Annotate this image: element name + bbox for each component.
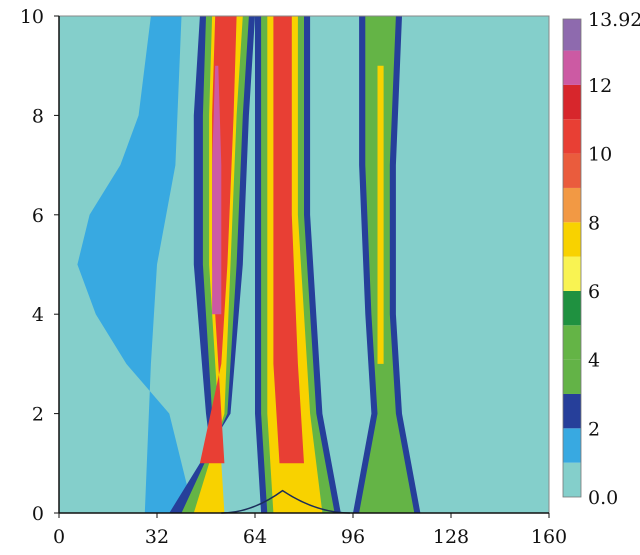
y-tick-label: 6 bbox=[32, 205, 44, 227]
colorbar-frame bbox=[562, 18, 582, 498]
colorbar-tick-label: 8 bbox=[588, 212, 600, 234]
colorbar-segment bbox=[563, 359, 581, 394]
y-tick-label: 8 bbox=[32, 105, 44, 127]
colorbar-segment bbox=[563, 325, 581, 360]
colorbar-segment bbox=[563, 290, 581, 326]
colorbar bbox=[562, 18, 582, 498]
colorbar-segment bbox=[563, 428, 581, 463]
colorbar-segment bbox=[563, 187, 581, 223]
colorbar-segment bbox=[563, 84, 581, 120]
band-2-level-9 bbox=[273, 16, 304, 464]
colorbar-tick-label: 10 bbox=[588, 144, 612, 166]
y-tick-label: 4 bbox=[32, 304, 44, 326]
x-tick-label: 96 bbox=[341, 526, 365, 548]
x-tick-label: 32 bbox=[145, 526, 169, 548]
y-tick-label: 2 bbox=[32, 404, 44, 426]
colorbar-labels: 0.0 2 4 6 8 10 12 13.92 bbox=[588, 9, 640, 509]
colorbar-segment bbox=[563, 256, 581, 291]
x-axis-ticks: 0 32 64 96 128 160 bbox=[53, 513, 567, 548]
contour-bands bbox=[77, 16, 421, 513]
x-tick-label: 160 bbox=[531, 526, 567, 548]
colorbar-tick-label: 13.92 bbox=[588, 9, 640, 31]
colorbar-tick-label: 6 bbox=[588, 281, 600, 303]
band-1-level-5 bbox=[212, 65, 222, 315]
colorbar-segment bbox=[563, 119, 581, 154]
y-tick-label: 10 bbox=[20, 6, 44, 28]
bottom-bump-line bbox=[221, 489, 350, 514]
colorbar-tick-label: 2 bbox=[588, 418, 600, 440]
x-tick-label: 0 bbox=[53, 526, 65, 548]
colorbar-segment bbox=[563, 462, 581, 497]
colorbar-tick-label: 12 bbox=[588, 75, 612, 97]
colorbar-segment bbox=[563, 153, 581, 188]
band-3-level-12 bbox=[377, 65, 384, 364]
colorbar-segment bbox=[563, 393, 581, 429]
x-tick-label: 128 bbox=[433, 526, 469, 548]
band-3-level-11 bbox=[359, 16, 415, 513]
left-region-level-0 bbox=[77, 16, 194, 513]
colorbar-tick-label: 0.0 bbox=[588, 487, 618, 509]
colorbar-segment bbox=[563, 50, 581, 85]
colorbar-segment bbox=[563, 222, 581, 257]
colorbar-tick-label: 4 bbox=[588, 350, 600, 372]
colorbar-segment bbox=[563, 19, 581, 51]
x-tick-label: 64 bbox=[243, 526, 267, 548]
y-axis-ticks: 0 2 4 6 8 10 bbox=[20, 6, 59, 525]
y-tick-label: 0 bbox=[32, 503, 44, 525]
